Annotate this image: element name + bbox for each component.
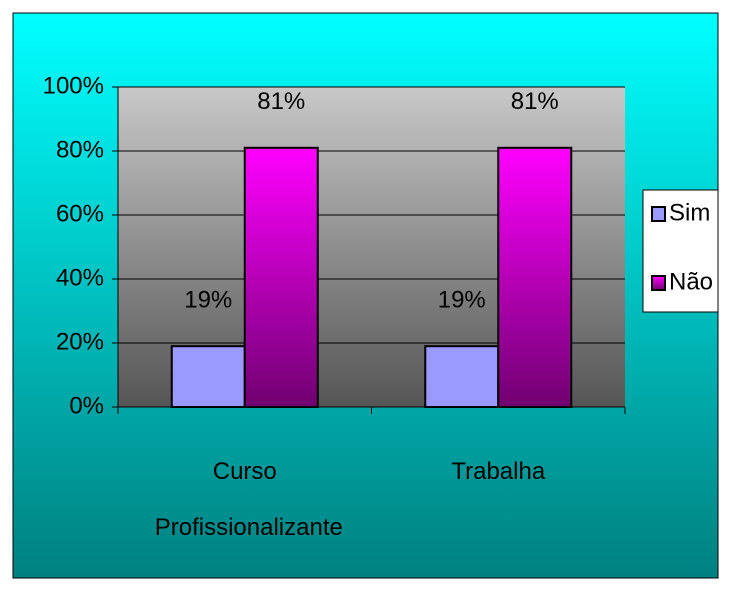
value-label: 19% <box>184 287 232 314</box>
value-label: 19% <box>438 287 486 314</box>
value-label: 81% <box>257 88 305 115</box>
bar <box>243 146 319 409</box>
y-tick-label: 0% <box>69 392 104 419</box>
x-tick-label: Trabalha <box>451 458 546 485</box>
y-tick-label: 80% <box>56 136 104 163</box>
bar <box>424 345 500 409</box>
legend-label: Não <box>669 268 713 295</box>
y-tick-label: 20% <box>56 328 104 355</box>
value-label: 81% <box>511 88 559 115</box>
y-tick-label: 60% <box>56 200 104 227</box>
bar <box>497 146 573 409</box>
legend-label: Sim <box>669 199 710 226</box>
bar <box>170 345 246 409</box>
legend-marker <box>651 206 666 222</box>
legend-marker <box>651 275 666 291</box>
y-tick-label: 100% <box>43 72 104 99</box>
x-tick-label: Curso Profissionalizante <box>154 458 343 541</box>
y-tick-label: 40% <box>56 264 104 291</box>
legend-box <box>642 189 719 313</box>
